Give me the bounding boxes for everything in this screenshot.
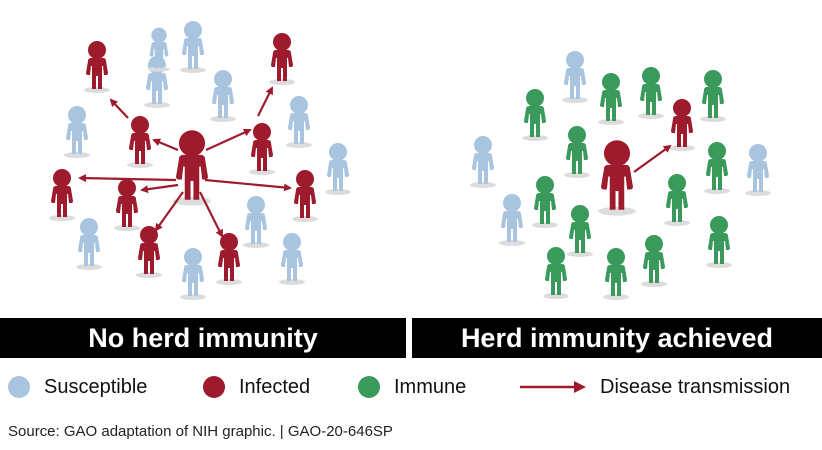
immune-person-icon: [700, 70, 726, 122]
infected-person-icon: [84, 41, 110, 93]
legend-label-immune: Immune: [394, 375, 467, 398]
legend-label-susceptible: Susceptible: [44, 375, 148, 398]
transmission-arrow: [199, 191, 223, 238]
herd-immunity-achieved-title: Herd immunity achieved: [412, 318, 822, 358]
immune-person-icon: [603, 248, 629, 300]
susceptible-person-icon: [147, 27, 171, 72]
no-herd-immunity-title: No herd immunity: [0, 318, 406, 358]
infected-person-icon: [269, 33, 295, 85]
source-note: Source: GAO adaptation of NIH graphic. |…: [8, 423, 393, 440]
infected-person-icon: [173, 130, 211, 206]
legend-item-infected: Infected: [203, 372, 310, 402]
legend-item-immune: Immune: [358, 372, 466, 402]
infected-person-icon: [292, 170, 318, 222]
immune-person-icon: [641, 235, 667, 287]
infected-person-icon: [249, 123, 275, 175]
transmission-arrow: [140, 183, 179, 194]
susceptible-person-icon: [279, 233, 305, 285]
transmission-arrow: [109, 98, 129, 119]
susceptible-person-icon: [180, 21, 206, 73]
transmission-arrow: [154, 191, 184, 232]
immune-dot-icon: [358, 376, 380, 398]
legend-label-infected: Infected: [239, 375, 311, 398]
legend-label-transmission: Disease transmission: [600, 375, 791, 398]
immune-person-icon: [664, 174, 690, 226]
susceptible-person-icon: [243, 196, 269, 248]
infected-person-icon: [114, 179, 140, 231]
infected-dot-icon: [203, 376, 225, 398]
susceptible-person-icon: [210, 70, 236, 122]
immune-person-icon: [704, 142, 730, 194]
susceptible-person-icon: [562, 51, 588, 103]
infected-person-icon: [598, 140, 636, 216]
immune-person-icon: [564, 126, 590, 178]
immune-person-icon: [522, 89, 548, 141]
immune-person-icon: [598, 73, 624, 125]
transmission-arrow: [204, 178, 292, 192]
susceptible-dot-icon: [8, 376, 30, 398]
herd-immunity-illustration: [49, 21, 771, 300]
susceptible-person-icon: [745, 144, 771, 196]
legend-item-susceptible: Susceptible: [8, 372, 147, 402]
infected-person-icon: [136, 226, 162, 278]
infected-person-icon: [49, 169, 75, 221]
susceptible-person-icon: [470, 136, 496, 188]
immune-person-icon: [532, 176, 558, 228]
legend: Susceptible Infected Immune Disease tran…: [0, 372, 822, 402]
transmission-arrow-icon: [520, 381, 586, 393]
transmission-arrow: [633, 144, 672, 173]
susceptible-person-icon: [180, 248, 206, 300]
immune-person-icon: [543, 247, 569, 299]
transmission-arrow: [257, 86, 273, 117]
transmission-arrow: [205, 128, 252, 152]
infected-person-icon: [669, 99, 695, 151]
immune-person-icon: [706, 216, 732, 268]
transmission-arrow: [78, 174, 177, 183]
susceptible-person-icon: [325, 143, 351, 195]
susceptible-person-icon: [76, 218, 102, 270]
susceptible-person-icon: [64, 106, 90, 158]
infected-person-icon: [127, 116, 153, 168]
transmission-arrow: [152, 138, 179, 152]
immune-person-icon: [638, 67, 664, 119]
immune-person-icon: [567, 205, 593, 257]
susceptible-person-icon: [286, 96, 312, 148]
infected-person-icon: [216, 233, 242, 285]
legend-item-transmission: Disease transmission: [518, 372, 790, 402]
susceptible-person-icon: [499, 194, 525, 246]
